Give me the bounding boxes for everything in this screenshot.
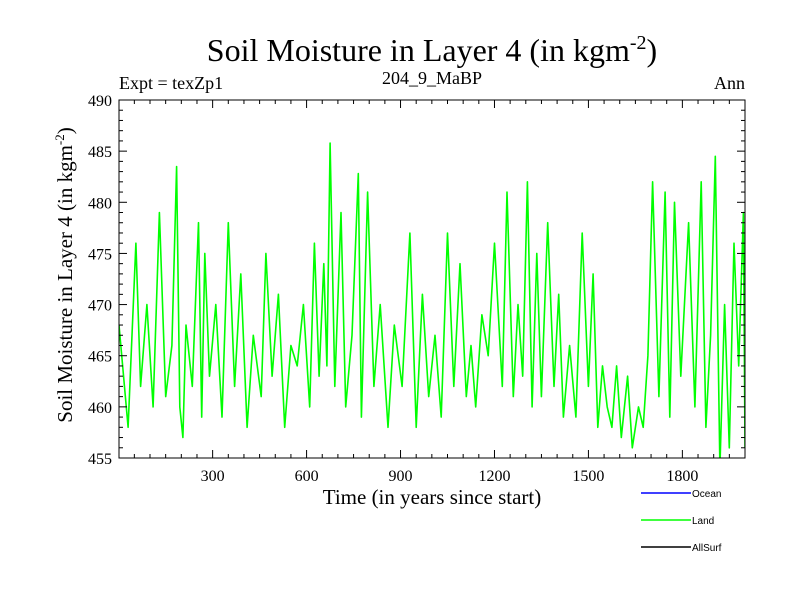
x-tick-label: 300 (201, 468, 225, 485)
y-axis-label: Soil Moisture in Layer 4 (in kgm-2) (52, 127, 77, 422)
x-tick-label: 900 (389, 468, 413, 485)
y-tick-label: 465 (88, 349, 112, 366)
season-label: Ann (714, 73, 745, 93)
legend-label-allsurf: AllSurf (692, 543, 722, 554)
x-tick-label: 1500 (572, 468, 604, 485)
y-tick-label: 485 (88, 144, 112, 161)
chart-title: Soil Moisture in Layer 4 (in kgm-2) (207, 32, 657, 68)
x-axis-label: Time (in years since start) (323, 485, 542, 509)
x-tick-label: 600 (295, 468, 319, 485)
series-line-land (119, 142, 745, 458)
y-tick-label: 490 (88, 93, 112, 110)
x-ticks: 300 600 900 1200 1500 1800 (133, 100, 730, 485)
plot-frame (118, 99, 746, 459)
y-ticks: 455 460 465 470 475 480 485 490 (88, 93, 745, 468)
x-tick-label: 1200 (478, 468, 510, 485)
series-layer (119, 142, 745, 458)
y-tick-label: 455 (88, 451, 112, 468)
legend-label-ocean: Ocean (692, 489, 721, 500)
experiment-label: Expt = texZp1 (119, 73, 223, 93)
legend: Ocean Land AllSurf (641, 489, 722, 554)
y-tick-label: 480 (88, 195, 112, 212)
legend-label-land: Land (692, 516, 714, 527)
x-tick-label: 1800 (666, 468, 698, 485)
period-label: 204_9_MaBP (382, 68, 482, 88)
y-tick-label: 470 (88, 298, 112, 315)
y-tick-label: 460 (88, 400, 112, 417)
y-tick-label: 475 (88, 246, 112, 263)
